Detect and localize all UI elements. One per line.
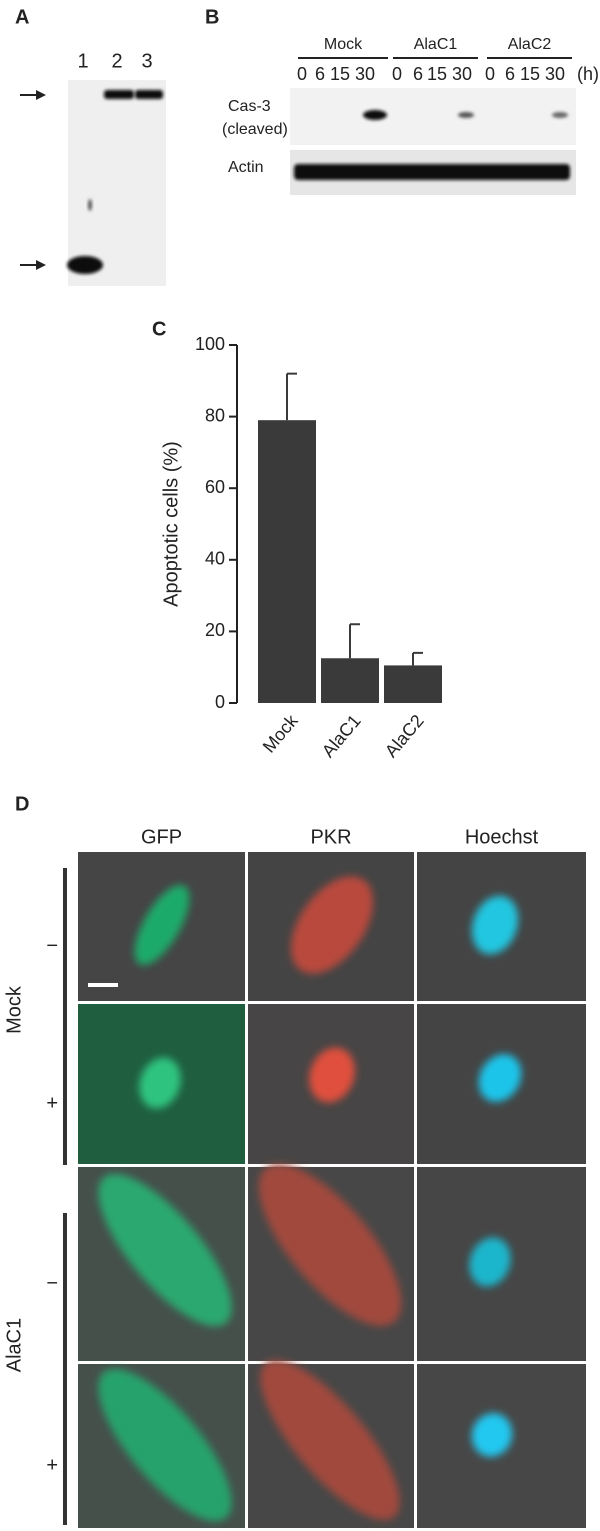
cell xyxy=(309,1047,355,1103)
group-label: AlaC1 xyxy=(3,1318,25,1372)
cell xyxy=(471,895,519,955)
time-label: 30 xyxy=(545,64,565,84)
row-label: Cas-3 xyxy=(228,98,271,115)
row-label: + xyxy=(46,1092,58,1114)
y-axis-label: Apoptotic cells (%) xyxy=(160,441,182,607)
lane-label: 2 xyxy=(111,50,122,72)
time-label: 0 xyxy=(392,64,402,84)
column-label: Hoechst xyxy=(465,826,539,848)
x-tick-label: Mock xyxy=(259,710,303,757)
time-label: 0 xyxy=(297,64,307,84)
x-tick-label: AlaC2 xyxy=(381,711,428,761)
y-tick-label: 0 xyxy=(215,692,225,712)
cell xyxy=(478,1054,522,1102)
y-tick-label: 80 xyxy=(205,405,225,425)
time-label: 30 xyxy=(355,64,375,84)
y-tick-label: 60 xyxy=(205,477,225,497)
group-label: AlaC2 xyxy=(508,36,552,53)
y-tick-label: 20 xyxy=(205,620,225,640)
column-label: PKR xyxy=(310,826,351,848)
column-label: GFP xyxy=(141,826,182,848)
cell xyxy=(469,1237,511,1287)
band xyxy=(135,90,163,99)
panel-label: B xyxy=(205,6,219,28)
band xyxy=(458,112,474,118)
time-label: 0 xyxy=(485,64,495,84)
bar xyxy=(258,420,316,703)
band xyxy=(363,110,387,120)
blot xyxy=(68,80,166,286)
time-label: 6 xyxy=(505,64,515,84)
time-label: 15 xyxy=(520,64,540,84)
lane-label: 1 xyxy=(77,50,88,72)
row-label: − xyxy=(46,935,58,957)
time-label: 6 xyxy=(413,64,423,84)
row-label: + xyxy=(46,1454,58,1476)
band xyxy=(67,256,103,274)
cell xyxy=(134,885,190,965)
lane-label: 3 xyxy=(141,50,152,72)
y-tick-label: 100 xyxy=(195,334,225,354)
cell xyxy=(290,876,374,974)
arrow-head xyxy=(36,260,46,270)
blot xyxy=(290,88,576,145)
bar xyxy=(384,665,442,703)
band xyxy=(294,164,570,180)
unit-label: (h) xyxy=(577,64,599,84)
cell xyxy=(139,1057,181,1109)
spot xyxy=(88,199,92,211)
group-label: AlaC1 xyxy=(414,36,458,53)
time-label: 15 xyxy=(330,64,350,84)
cell xyxy=(260,1360,400,1520)
arrow-head xyxy=(36,90,46,100)
cell xyxy=(98,1368,232,1522)
bar xyxy=(321,658,379,703)
panel-label: C xyxy=(152,318,166,340)
row-label: (cleaved) xyxy=(222,121,288,138)
time-label: 30 xyxy=(452,64,472,84)
cell xyxy=(471,1413,513,1457)
group-label: Mock xyxy=(3,985,25,1034)
band xyxy=(104,90,134,99)
cell xyxy=(258,1164,402,1326)
panel-label: A xyxy=(15,6,29,28)
group-label: Mock xyxy=(324,36,363,53)
cell xyxy=(98,1173,232,1327)
x-tick-label: AlaC1 xyxy=(318,711,365,761)
time-label: 6 xyxy=(315,64,325,84)
row-label: − xyxy=(46,1272,58,1294)
band xyxy=(552,112,568,118)
row-label: Actin xyxy=(228,159,264,176)
panel-label: D xyxy=(15,793,29,815)
time-label: 15 xyxy=(427,64,447,84)
y-tick-label: 40 xyxy=(205,549,225,569)
